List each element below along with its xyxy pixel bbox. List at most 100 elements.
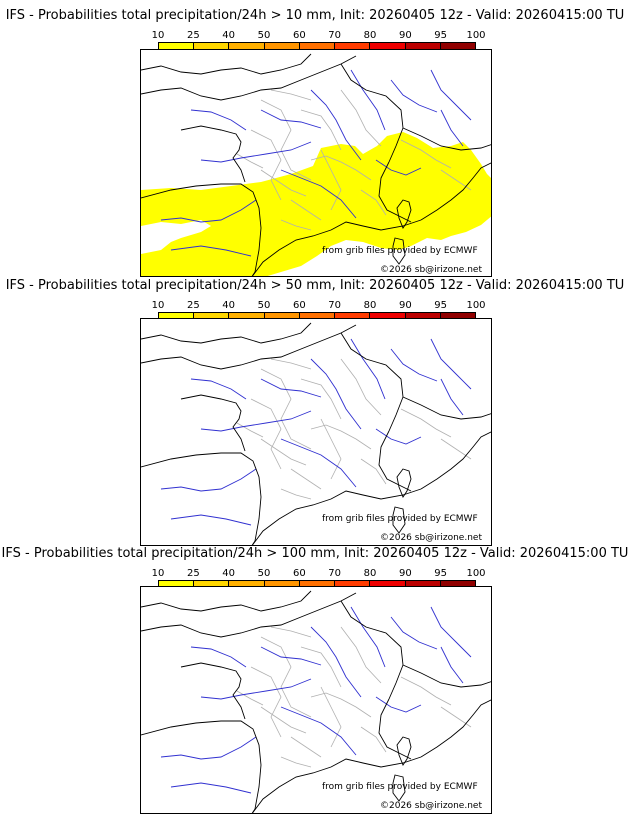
- admin-boundary: [260, 169, 307, 197]
- river: [190, 378, 247, 400]
- legend-tick-labels: 10 25 40 50 60 70 80 90 95 100: [152, 30, 486, 41]
- legend-color-cell: [264, 581, 300, 587]
- sardinia-outline: [392, 237, 406, 265]
- legend-color-cell: [405, 313, 441, 319]
- river: [350, 606, 386, 668]
- coastline-border: [402, 127, 491, 151]
- river: [390, 348, 438, 382]
- legend-tick-label: 70: [328, 568, 342, 579]
- admin-boundary: [280, 488, 312, 500]
- legend-color-cell: [264, 43, 300, 49]
- legend-tick-label: 10: [151, 300, 165, 311]
- admin-boundary: [236, 690, 264, 706]
- coastline-border: [251, 219, 422, 276]
- admin-boundary: [360, 458, 387, 485]
- river: [375, 159, 422, 176]
- admin-boundary: [280, 219, 312, 231]
- river: [375, 428, 422, 445]
- map-svg: [141, 53, 491, 276]
- coastline-border: [420, 699, 491, 758]
- river: [200, 678, 312, 700]
- coastline-border: [141, 720, 262, 813]
- legend-color-cell: [194, 43, 230, 49]
- legend-tick-label: 100: [466, 300, 486, 311]
- legend-color-cell: [405, 43, 441, 49]
- admin-boundary: [300, 378, 342, 420]
- legend-color-cell: [370, 581, 406, 587]
- map-panel-10mm: IFS - Probabilities total precipitation/…: [0, 8, 630, 277]
- admin-boundary: [400, 139, 452, 169]
- legend-tick-label: 70: [328, 300, 342, 311]
- sardinia-outline: [392, 774, 406, 802]
- river: [160, 468, 257, 492]
- river: [170, 514, 252, 526]
- admin-boundary: [360, 726, 387, 753]
- coastline-border: [402, 396, 491, 420]
- coastline-border: [141, 55, 357, 101]
- legend-tick-label: 90: [398, 300, 412, 311]
- legend-color-cell: [440, 581, 475, 587]
- legend-tick-label: 10: [151, 30, 165, 41]
- river: [200, 141, 312, 163]
- river: [375, 696, 422, 713]
- legend-color-cell: [229, 43, 265, 49]
- admin-boundary: [320, 686, 342, 748]
- coastline-border: [340, 63, 404, 163]
- admin-boundary: [320, 418, 342, 480]
- coastline-border: [141, 592, 357, 638]
- river: [390, 79, 438, 113]
- coastline-border: [141, 53, 312, 75]
- legend-tick-label: 95: [434, 568, 448, 579]
- legend-color-cell: [335, 313, 371, 319]
- legend-tick-labels: 10 25 40 50 60 70 80 90 95 100: [152, 568, 486, 579]
- river: [190, 109, 247, 131]
- probability-map: [140, 318, 492, 546]
- legend-color-cell: [229, 581, 265, 587]
- admin-boundary: [236, 153, 264, 169]
- river: [440, 378, 464, 416]
- legend-color-cell: [440, 43, 475, 49]
- coastline-border: [420, 162, 491, 221]
- panel-title: IFS - Probabilities total precipitation/…: [5, 278, 625, 293]
- legend-tick-label: 90: [398, 568, 412, 579]
- admin-boundary: [260, 438, 307, 466]
- legend-color-cell: [405, 581, 441, 587]
- coastline-border: [141, 590, 312, 612]
- legend-color-cell: [159, 43, 195, 49]
- admin-boundary: [290, 468, 322, 490]
- admin-boundary: [260, 99, 312, 181]
- legend-tick-labels: 10 25 40 50 60 70 80 90 95 100: [152, 300, 486, 311]
- legend-tick-label: 50: [257, 568, 271, 579]
- legend-tick-label: 95: [434, 300, 448, 311]
- legend-color-cell: [159, 581, 195, 587]
- admin-boundary: [250, 129, 282, 201]
- legend-tick-label: 25: [186, 30, 200, 41]
- river: [190, 646, 247, 668]
- river: [280, 706, 357, 756]
- legend-color-cell: [335, 581, 371, 587]
- river: [280, 169, 357, 219]
- river: [440, 646, 464, 684]
- legend-tick-label: 60: [292, 568, 306, 579]
- river: [200, 410, 312, 432]
- coastline-border: [141, 324, 357, 370]
- coastline-border: [141, 183, 262, 276]
- coastline-border: [420, 431, 491, 490]
- river: [430, 606, 472, 658]
- river: [310, 89, 362, 161]
- admin-boundary: [260, 706, 307, 734]
- admin-boundary: [340, 89, 382, 147]
- color-legend: 10 25 40 50 60 70 80 90 95 100: [152, 568, 486, 589]
- admin-boundary: [400, 408, 452, 438]
- corsica-outline: [396, 736, 412, 766]
- legend-tick-label: 40: [222, 30, 236, 41]
- precipitation-probability-area: [141, 132, 491, 276]
- coastline-border: [141, 452, 262, 545]
- river: [160, 199, 257, 223]
- legend-color-cell: [299, 313, 336, 319]
- coastline-border: [340, 332, 404, 432]
- coastline-border: [340, 600, 404, 700]
- legend-tick-label: 70: [328, 30, 342, 41]
- admin-boundary: [310, 424, 372, 450]
- admin-boundary: [400, 676, 452, 706]
